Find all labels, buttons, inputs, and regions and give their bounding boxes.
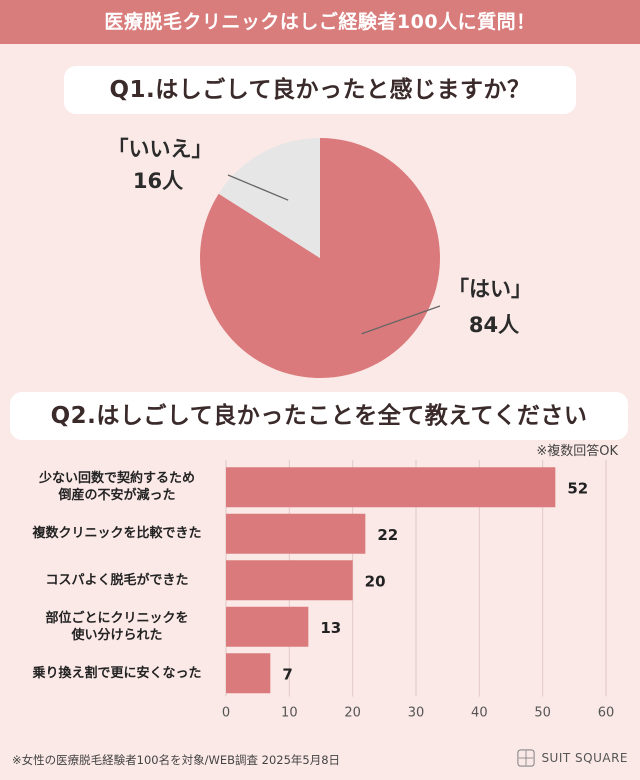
x-tick-label: 60 [598, 706, 615, 721]
header-banner [0, 0, 640, 44]
pie-label-yes: 「はい」 [448, 277, 532, 301]
bar-category-label: コスパよく脱毛ができた [45, 572, 189, 588]
bar-category-label: 少ない回数で契約するため 倒産の不安が減った [38, 471, 195, 504]
x-tick-label: 0 [222, 706, 230, 721]
bar-3 [226, 606, 309, 647]
survey-footnote: ※女性の医療脱毛経験者100名を対象/WEB調査 2025年5月8日 [12, 753, 341, 767]
bar-0 [226, 467, 556, 508]
q2-bar-chart: 0 10 20 30 40 50 60 52 22 20 13 7 少ない回数で契約するため 倒産の不安… [0, 452, 640, 734]
q2-question-text: Q2.はしごして良かったことを全て教えてください [50, 403, 588, 429]
pie-slice-1 [218, 138, 320, 258]
q1-question-pill: Q1.はしごして良かったと感じますか？ [64, 66, 576, 114]
pie-value-yes: 84人 [468, 313, 520, 337]
pie-value-no: 16人 [132, 169, 184, 193]
q1-question-text: Q1.はしごして良かったと感じますか？ [109, 77, 531, 103]
multiple-answer-note: ※複数回答OK [536, 444, 618, 459]
bar-category-label: 乗り換え割で更に安くなった [32, 665, 202, 681]
page-title: 医療脱毛クリニックはしご経験者100人に質問！ [104, 11, 536, 33]
pie-svg [200, 138, 441, 378]
x-tick-label: 20 [344, 706, 361, 721]
bar-value-label: 22 [377, 526, 398, 544]
bar-svg: 0 10 20 30 40 50 60 52 22 20 13 7 [222, 460, 615, 721]
bar-category-label: 複数クリニックを比較できた [32, 526, 202, 542]
bar-4 [226, 653, 271, 694]
bar-1 [226, 513, 366, 554]
pie-leader-line-0 [361, 305, 441, 335]
x-tick-label: 30 [408, 706, 425, 721]
pie-leader-line-1 [227, 174, 289, 201]
bar-value-label: 13 [320, 619, 341, 637]
x-tick-label: 40 [471, 706, 488, 721]
bar-value-label: 7 [282, 665, 292, 683]
brand-logo-icon [517, 749, 536, 767]
bar-value-label: 20 [365, 572, 386, 590]
brand: SUIT SQUARE [517, 749, 628, 767]
pie-slice-0 [200, 138, 441, 378]
bar-value-label: 52 [567, 479, 588, 497]
pie-label-no: 「いいえ」 [107, 137, 213, 161]
x-tick-label: 10 [281, 706, 298, 721]
bar-2 [226, 560, 353, 601]
bar-category-label: 部位ごとにクリニックを 使い分けられた [45, 610, 189, 643]
q2-question-pill: Q2.はしごして良かったことを全て教えてください [10, 392, 628, 440]
brand-name: SUIT SQUARE [541, 751, 628, 765]
q1-pie-chart: 「いいえ」 16人 「はい」 84人 [0, 120, 640, 390]
x-tick-label: 50 [534, 706, 551, 721]
